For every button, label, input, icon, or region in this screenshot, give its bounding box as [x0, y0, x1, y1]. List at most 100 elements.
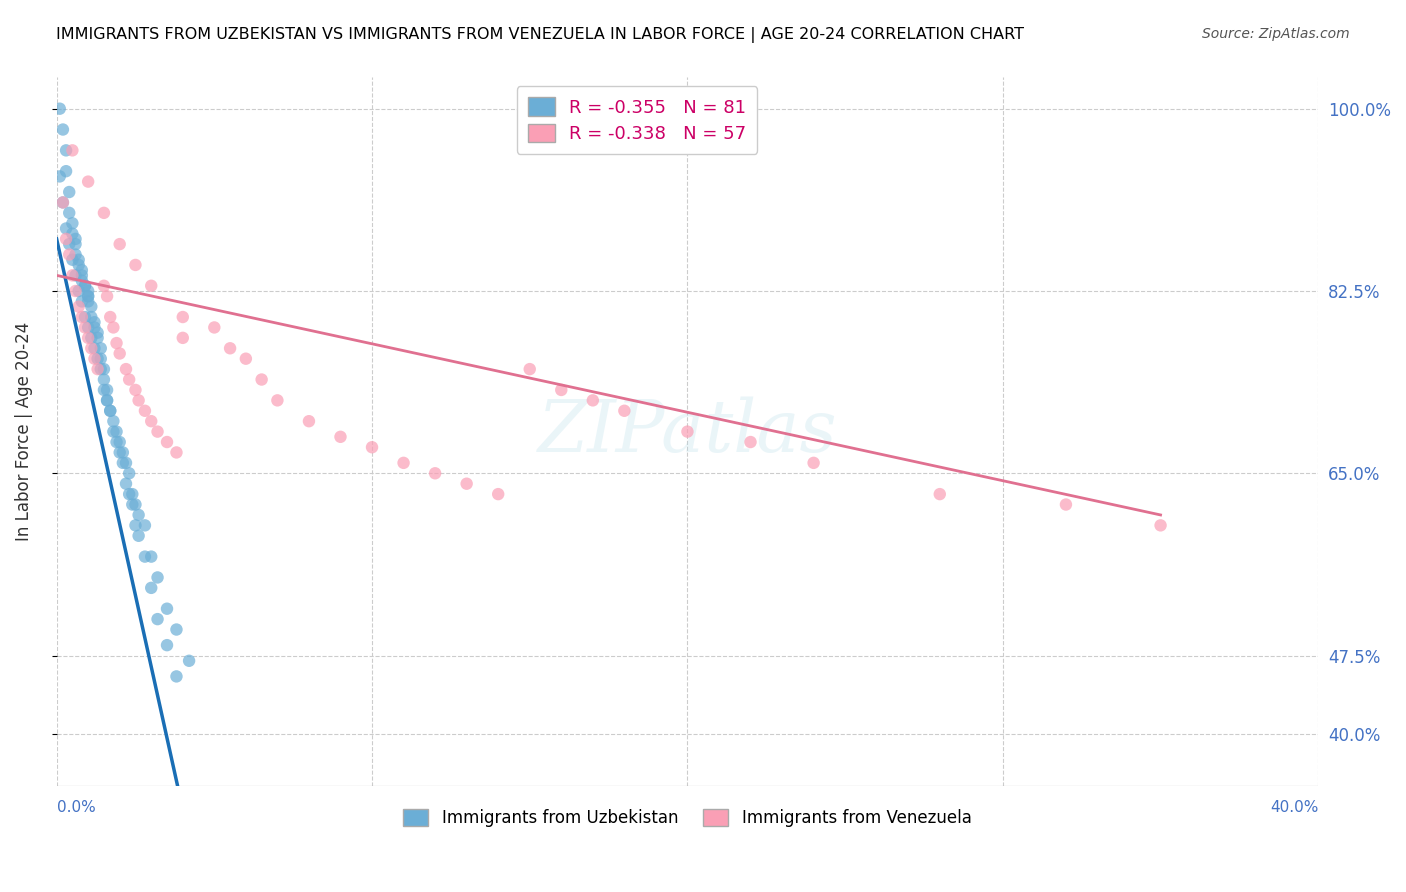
- Point: [177, 654, 200, 668]
- Point: [52, 195, 75, 210]
- Point: [83, 320, 105, 334]
- Point: [73, 320, 96, 334]
- Point: [52, 195, 75, 210]
- Point: [96, 393, 118, 408]
- Point: [70, 263, 93, 277]
- Point: [77, 331, 100, 345]
- Point: [172, 331, 194, 345]
- Point: [67, 252, 90, 267]
- Point: [423, 467, 446, 481]
- Point: [928, 487, 950, 501]
- Point: [80, 310, 103, 324]
- Point: [70, 274, 93, 288]
- Point: [361, 440, 384, 454]
- Point: [93, 383, 115, 397]
- Point: [70, 268, 93, 283]
- Point: [55, 221, 77, 235]
- Point: [77, 289, 100, 303]
- Point: [67, 258, 90, 272]
- Point: [60, 252, 83, 267]
- Point: [77, 294, 100, 309]
- Point: [58, 206, 80, 220]
- Point: [118, 487, 141, 501]
- Point: [103, 414, 125, 428]
- Point: [67, 300, 90, 314]
- Point: [96, 393, 118, 408]
- Point: [83, 341, 105, 355]
- Point: [58, 237, 80, 252]
- Point: [67, 284, 90, 298]
- Point: [1149, 518, 1171, 533]
- Point: [121, 487, 143, 501]
- Point: [128, 393, 150, 408]
- Point: [103, 425, 125, 439]
- Point: [166, 623, 188, 637]
- Point: [582, 393, 605, 408]
- Point: [90, 341, 112, 355]
- Point: [141, 414, 163, 428]
- Point: [96, 383, 118, 397]
- Point: [486, 487, 509, 501]
- Point: [93, 206, 115, 220]
- Point: [55, 232, 77, 246]
- Point: [98, 404, 121, 418]
- Point: [65, 232, 87, 246]
- Point: [93, 278, 115, 293]
- Point: [86, 362, 108, 376]
- Point: [146, 612, 169, 626]
- Point: [456, 476, 478, 491]
- Point: [134, 518, 156, 533]
- Point: [121, 498, 143, 512]
- Point: [111, 456, 134, 470]
- Point: [60, 227, 83, 241]
- Point: [73, 278, 96, 293]
- Point: [134, 404, 156, 418]
- Point: [98, 404, 121, 418]
- Point: [124, 518, 146, 533]
- Point: [60, 216, 83, 230]
- Point: [141, 278, 163, 293]
- Point: [65, 284, 87, 298]
- Point: [77, 289, 100, 303]
- Point: [73, 310, 96, 324]
- Point: [124, 258, 146, 272]
- Text: Source: ZipAtlas.com: Source: ZipAtlas.com: [1202, 27, 1350, 41]
- Text: 0.0%: 0.0%: [56, 800, 96, 814]
- Point: [118, 467, 141, 481]
- Point: [90, 362, 112, 376]
- Point: [115, 476, 138, 491]
- Point: [108, 435, 131, 450]
- Point: [266, 393, 288, 408]
- Point: [166, 445, 188, 459]
- Point: [740, 435, 762, 450]
- Point: [166, 669, 188, 683]
- Point: [70, 310, 93, 324]
- Point: [124, 498, 146, 512]
- Point: [105, 435, 128, 450]
- Point: [58, 185, 80, 199]
- Point: [676, 425, 699, 439]
- Point: [219, 341, 242, 355]
- Point: [108, 445, 131, 459]
- Point: [80, 341, 103, 355]
- Point: [65, 268, 87, 283]
- Point: [73, 278, 96, 293]
- Point: [58, 247, 80, 261]
- Legend: Immigrants from Uzbekistan, Immigrants from Venezuela: Immigrants from Uzbekistan, Immigrants f…: [396, 803, 979, 834]
- Point: [202, 320, 225, 334]
- Point: [108, 237, 131, 252]
- Point: [60, 268, 83, 283]
- Point: [49, 169, 72, 184]
- Point: [146, 570, 169, 584]
- Text: 40.0%: 40.0%: [1270, 800, 1319, 814]
- Point: [156, 435, 179, 450]
- Point: [77, 320, 100, 334]
- Y-axis label: In Labor Force | Age 20-24: In Labor Force | Age 20-24: [15, 322, 32, 541]
- Point: [86, 326, 108, 340]
- Point: [141, 549, 163, 564]
- Point: [250, 372, 273, 386]
- Point: [103, 320, 125, 334]
- Point: [83, 315, 105, 329]
- Point: [77, 175, 100, 189]
- Point: [60, 144, 83, 158]
